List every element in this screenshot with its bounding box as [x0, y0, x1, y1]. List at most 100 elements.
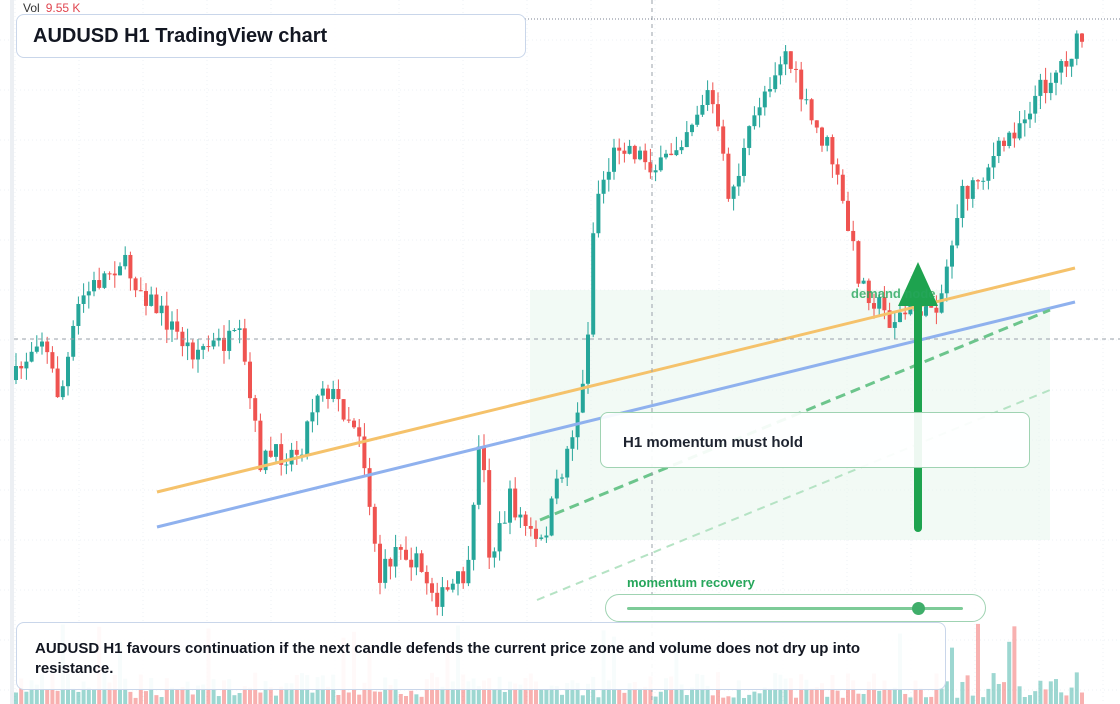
- volume-bar: [565, 682, 570, 704]
- candle-body: [274, 444, 278, 457]
- candle-body: [320, 388, 325, 396]
- candle-body: [367, 468, 372, 507]
- candle-body: [232, 330, 237, 332]
- volume-bar: [679, 684, 684, 704]
- volume-bar: [487, 678, 492, 704]
- volume-bar: [622, 692, 627, 704]
- candle-body: [830, 137, 835, 165]
- volume-bar: [944, 681, 949, 704]
- candle-body: [128, 254, 133, 279]
- candle-body: [144, 291, 148, 306]
- volume-bar: [149, 677, 154, 704]
- candle-body: [726, 153, 731, 199]
- volume-bar: [882, 680, 887, 704]
- volume-bar: [310, 692, 315, 704]
- volume-bar: [903, 693, 908, 704]
- candle-body: [440, 587, 445, 607]
- volume-bar: [154, 695, 159, 704]
- candle-body: [939, 293, 944, 313]
- volume-bar: [357, 694, 362, 704]
- candle-body: [674, 150, 679, 156]
- candle-body: [222, 337, 226, 351]
- candle-body: [1054, 72, 1058, 83]
- candle-body: [840, 174, 845, 201]
- volume-bar: [180, 687, 185, 704]
- candle-body: [825, 137, 830, 146]
- left-edge: [10, 0, 14, 704]
- volume-bar: [414, 694, 419, 704]
- candle-body: [409, 559, 414, 568]
- candle-body: [903, 312, 908, 315]
- volume-bar: [544, 688, 549, 704]
- candle-body: [804, 99, 809, 101]
- candle-body: [66, 356, 70, 387]
- volume-bar: [336, 694, 341, 704]
- volume-bar: [591, 676, 596, 704]
- volume-bar: [450, 681, 455, 704]
- arrow-head: [898, 262, 938, 306]
- candle-body: [315, 395, 320, 413]
- volume-bar: [653, 696, 658, 704]
- candle-body: [648, 162, 653, 173]
- candle-body: [14, 366, 18, 380]
- note-box: H1 momentum must hold: [600, 412, 1030, 468]
- candle-body: [378, 543, 382, 583]
- volume-bar: [34, 684, 39, 704]
- volume-bar: [664, 678, 668, 704]
- candle-body: [601, 179, 606, 194]
- candle-body: [622, 150, 627, 154]
- volume-bar: [549, 685, 554, 704]
- volume-bar: [372, 691, 377, 704]
- candle-body: [690, 124, 694, 133]
- volume-bar: [1033, 691, 1038, 704]
- volume-bar: [19, 678, 24, 704]
- candle-body: [461, 571, 466, 584]
- candle-body: [107, 273, 112, 275]
- candle-body: [435, 592, 440, 607]
- volume-bar: [596, 697, 601, 704]
- candle-body: [81, 295, 86, 304]
- volume-bar: [237, 693, 242, 704]
- volume-bar: [378, 691, 382, 704]
- candle-body: [560, 477, 564, 479]
- candle-body: [86, 291, 91, 296]
- volume-bar: [1002, 682, 1006, 704]
- candle-body: [159, 305, 164, 314]
- candle-body: [263, 450, 268, 471]
- volume-bar: [913, 680, 918, 704]
- volume-bar: [570, 680, 575, 704]
- volume-bar: [24, 691, 29, 704]
- candle-body: [362, 436, 367, 469]
- candle-body: [50, 352, 55, 369]
- volume-bar: [86, 687, 91, 704]
- candle-body: [986, 167, 991, 181]
- volume-bar: [617, 689, 622, 704]
- candle-body: [331, 389, 336, 399]
- volume-bar: [924, 697, 928, 704]
- candle-body: [991, 156, 996, 168]
- candle-body: [580, 383, 585, 413]
- volume-bar: [185, 681, 190, 704]
- volume-bar: [523, 677, 528, 704]
- volume-bar: [825, 696, 830, 704]
- volume-bar: [424, 679, 429, 704]
- volume-bar: [866, 681, 871, 704]
- volume-bar: [76, 691, 81, 704]
- candle-body: [866, 280, 871, 304]
- volume-bar: [107, 682, 112, 704]
- candle-body: [227, 330, 232, 351]
- candle-body: [419, 553, 424, 572]
- volume-bar: [887, 689, 892, 704]
- candle-body: [237, 328, 242, 331]
- volume-bar: [638, 688, 642, 704]
- volume-bar: [502, 691, 507, 704]
- volume-bar: [877, 690, 882, 704]
- slider-thumb[interactable]: [912, 602, 925, 615]
- candle-body: [388, 558, 393, 567]
- candle-body: [430, 583, 434, 593]
- slider[interactable]: [605, 594, 986, 622]
- volume-bar: [409, 690, 414, 704]
- candle-body: [1059, 61, 1064, 73]
- candle-body: [669, 153, 674, 156]
- volume-readout: Vol 9.55 K: [23, 1, 80, 15]
